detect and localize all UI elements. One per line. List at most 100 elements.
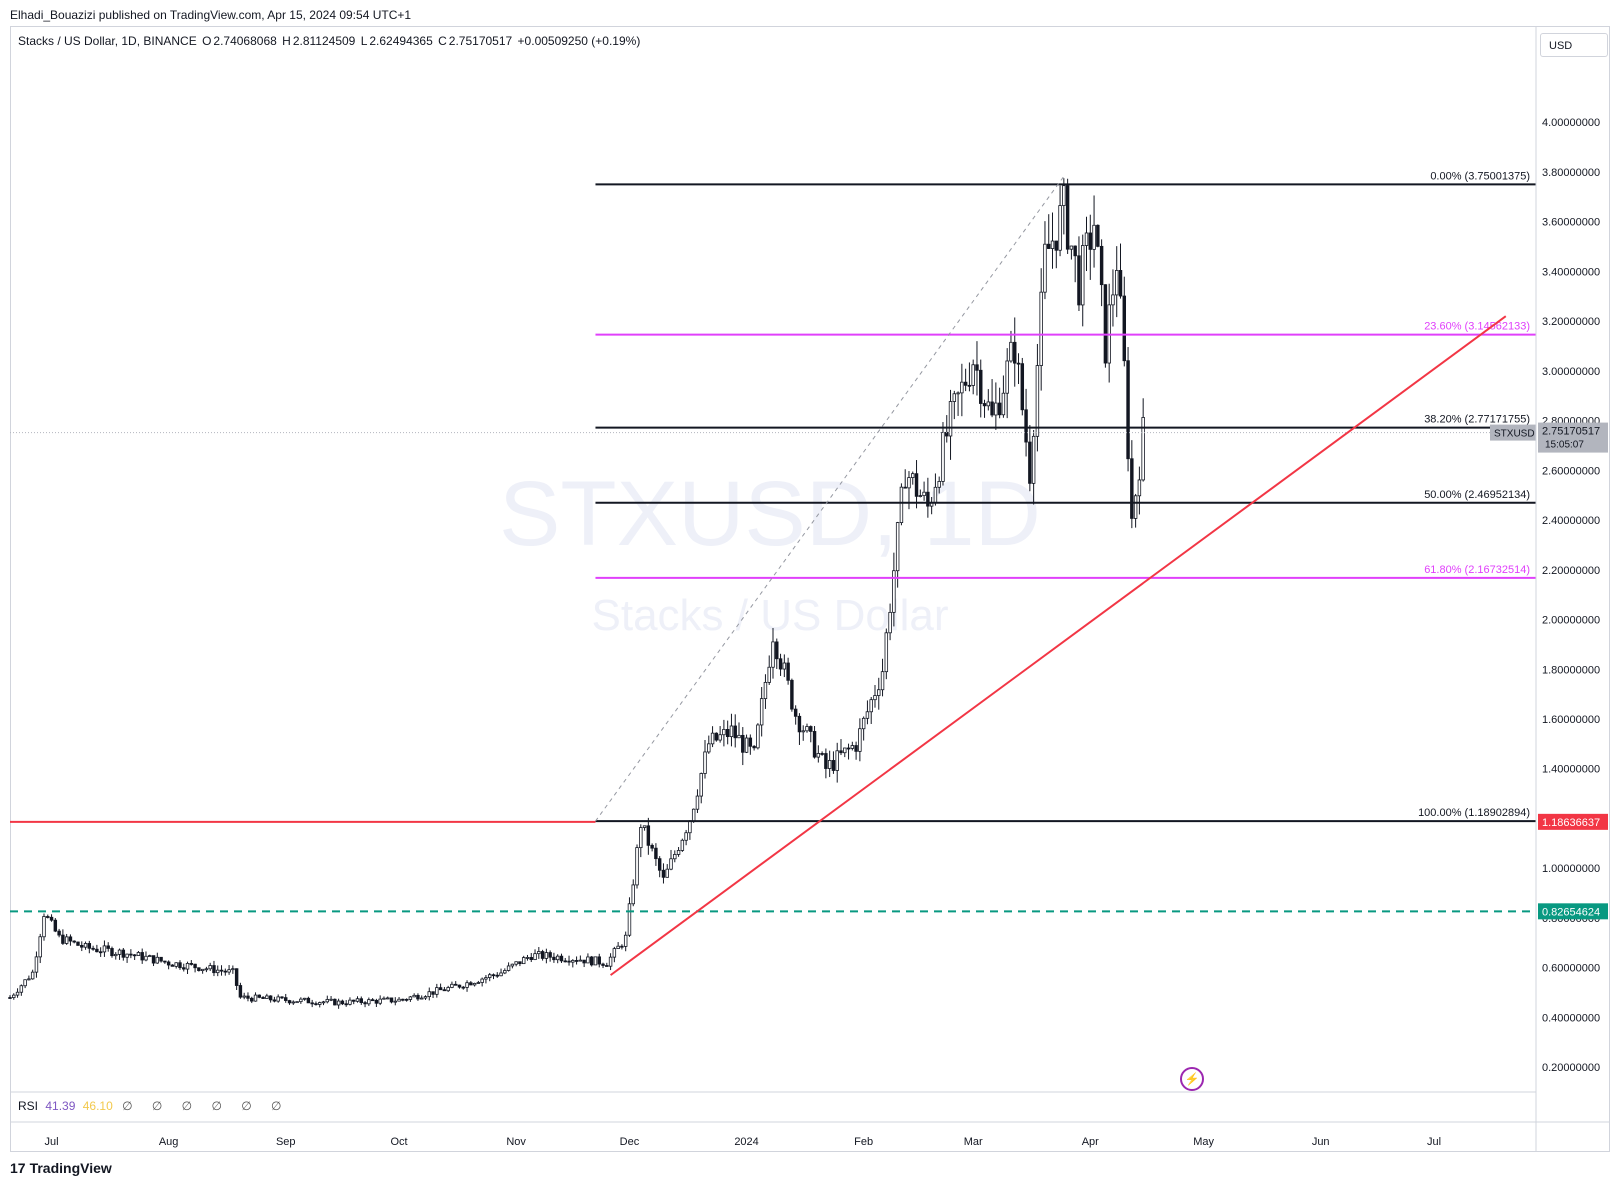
candle-body — [442, 989, 447, 992]
candle-body — [1043, 243, 1047, 293]
candle-body — [533, 953, 537, 961]
candle-body — [839, 750, 843, 754]
candle-body — [597, 956, 601, 965]
candle-body — [548, 952, 552, 958]
candle-body — [367, 999, 371, 1005]
candle-body — [38, 936, 42, 958]
candle-body — [657, 858, 662, 871]
y-tick-label: 0.20000000 — [1542, 1062, 1600, 1074]
candle-body — [786, 662, 790, 681]
candle-body — [824, 753, 828, 769]
candle-body — [268, 995, 273, 1001]
candle-body — [1088, 232, 1093, 250]
candle-body — [30, 971, 35, 980]
candle-body — [861, 717, 866, 730]
candle-body — [83, 943, 88, 948]
candle-body — [941, 431, 945, 482]
symbol-tag — [1490, 424, 1536, 441]
candle-body — [1062, 185, 1066, 206]
candle-body — [1092, 224, 1096, 250]
candle-body — [1084, 232, 1089, 246]
candle-body — [816, 753, 821, 758]
fib-level-label: 38.20% (2.77171755) — [1424, 414, 1530, 426]
rsi-value: 41.39 — [45, 1099, 76, 1113]
candle-body — [850, 745, 855, 749]
candle-body — [272, 999, 277, 1002]
candle-body — [446, 987, 450, 992]
fib-level-label: 61.80% (2.16732514) — [1424, 564, 1530, 576]
candle-body — [756, 724, 760, 749]
candle-body — [1024, 409, 1028, 443]
candle-body — [1005, 360, 1009, 394]
candle-body — [253, 994, 258, 1002]
candle-body — [170, 964, 175, 967]
candle-body — [895, 522, 900, 572]
rsi-ma-value: 46.10 — [82, 1099, 113, 1113]
tradingview-mark-icon: 17 — [10, 1160, 26, 1176]
candle-body — [933, 486, 938, 503]
candle-body — [310, 1002, 314, 1005]
watermark-symbol: STXUSD, 1D — [499, 463, 1041, 565]
lightning-icon[interactable]: ⚡ — [1180, 1067, 1204, 1091]
candle-body — [163, 960, 167, 963]
candle-body — [639, 827, 643, 849]
x-tick-label: Jun — [1312, 1136, 1330, 1148]
x-tick-label: Nov — [506, 1136, 526, 1148]
y-tick-label: 2.20000000 — [1542, 565, 1600, 577]
rsi-legend[interactable]: RSI 41.39 46.10 ∅ ∅ ∅ ∅ ∅ ∅ — [18, 1099, 290, 1113]
candle-body — [665, 868, 669, 878]
y-tick-label: 2.00000000 — [1542, 615, 1600, 627]
candle-body — [544, 952, 549, 959]
y-tick-label: 2.40000000 — [1542, 515, 1600, 527]
candle-body — [250, 997, 254, 1002]
x-tick-label: Apr — [1082, 1136, 1099, 1148]
candle-body — [151, 955, 156, 964]
y-tick-label: 0.60000000 — [1542, 963, 1600, 975]
publish-header: Elhadi_Bouazizi published on TradingView… — [10, 8, 412, 22]
candle-body — [589, 956, 594, 966]
candle-body — [714, 732, 719, 741]
candle-body — [295, 1001, 299, 1004]
price-tag-label: 1.18636637 — [1542, 817, 1600, 829]
candle-body — [302, 997, 307, 1000]
candle-body — [412, 994, 416, 998]
candle-body — [340, 1000, 345, 1005]
x-tick-label: May — [1193, 1136, 1214, 1148]
candle-body — [899, 486, 904, 523]
candle-body — [1054, 240, 1059, 251]
candle-body — [265, 995, 269, 999]
candle-body — [631, 884, 635, 905]
candle-body — [348, 999, 352, 1005]
candle-body — [465, 982, 469, 988]
x-tick-label: Aug — [159, 1136, 179, 1148]
candle-body — [612, 948, 617, 958]
candle-body — [374, 999, 379, 1004]
legend-symbol: Stacks / US Dollar, 1D, BINANCE — [18, 34, 197, 48]
candle-body — [114, 953, 118, 957]
fib-level-label: 23.60% (3.14562133) — [1424, 321, 1530, 333]
candle-body — [401, 998, 405, 1001]
candle-body — [363, 1002, 367, 1005]
legend-high-label: H — [282, 34, 291, 48]
candle-body — [227, 969, 231, 973]
candle-body — [98, 951, 103, 954]
candle-body — [997, 402, 1002, 416]
candle-body — [1035, 365, 1040, 437]
candle-body — [722, 729, 726, 736]
candle-body — [431, 991, 435, 995]
fib-level-label: 0.00% (3.75001375) — [1430, 170, 1530, 182]
candle-body — [525, 957, 530, 959]
candle-body — [287, 1000, 292, 1004]
currency-selector[interactable]: USD — [1540, 33, 1608, 57]
candle-body — [676, 850, 681, 855]
candle-body — [15, 991, 20, 996]
candle-body — [729, 725, 734, 738]
candle-body — [801, 730, 805, 733]
candle-body — [261, 996, 265, 999]
candle-body — [1096, 224, 1100, 247]
tradingview-logo[interactable]: 17 TradingView — [10, 1160, 112, 1176]
candle-body — [691, 808, 696, 822]
x-tick-label: Dec — [620, 1136, 640, 1148]
candle-body — [378, 998, 382, 1004]
